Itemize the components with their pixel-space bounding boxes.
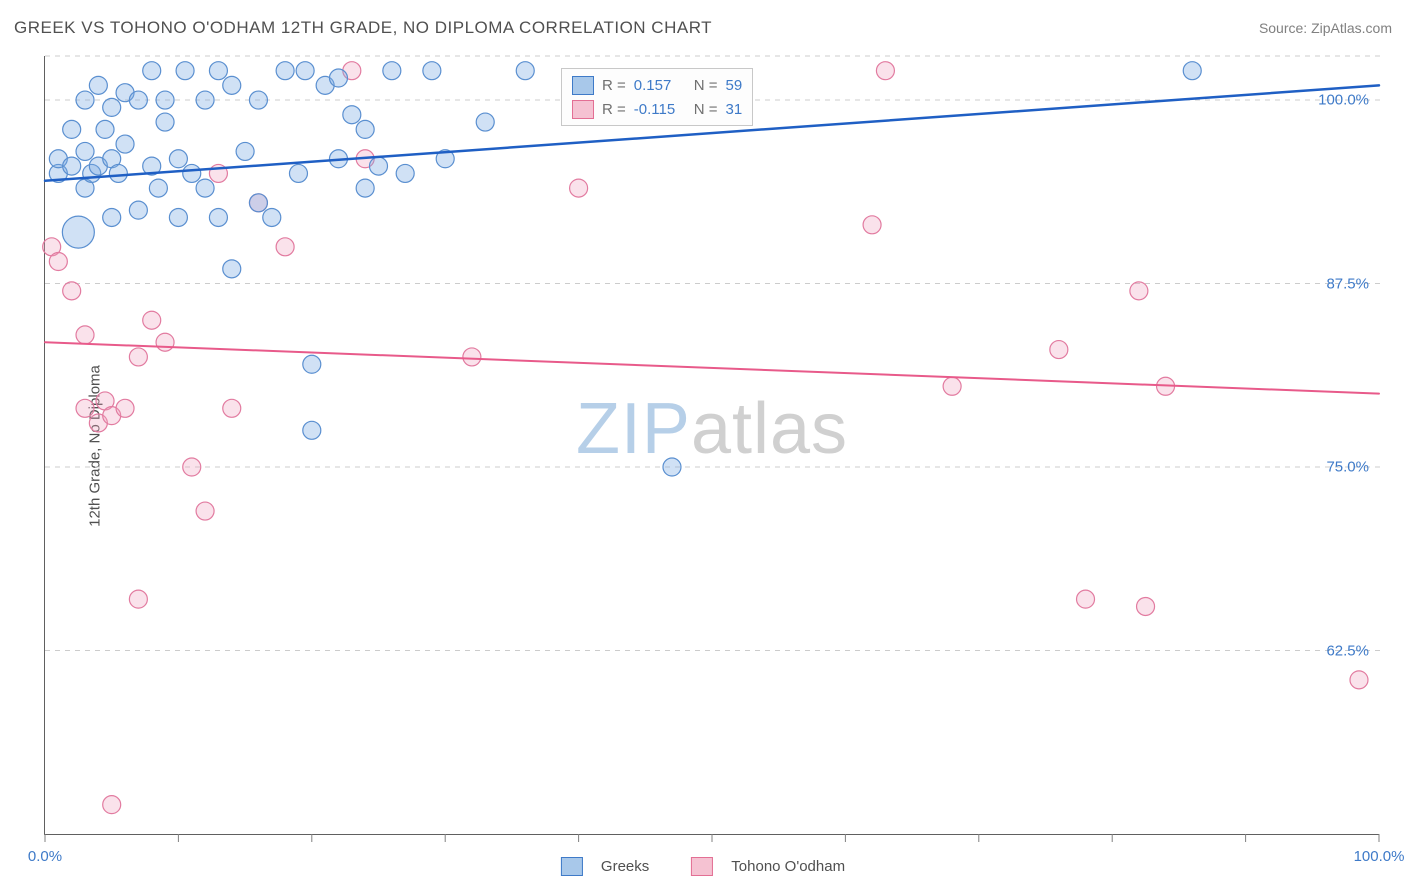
swatch-tohono-icon [691, 857, 713, 876]
swatch-greeks-icon [561, 857, 583, 876]
series-label-greeks: Greeks [601, 858, 649, 875]
series-legend: Greeks Tohono O'odham [561, 857, 845, 876]
n-label: N = [694, 101, 718, 118]
r-value: 0.157 [634, 77, 686, 94]
series-label-tohono: Tohono O'odham [731, 858, 845, 875]
source-label: Source: ZipAtlas.com [1259, 20, 1392, 36]
n-label: N = [694, 77, 718, 94]
y-tick-label: 62.5% [1326, 642, 1369, 659]
y-tick-label: 87.5% [1326, 275, 1369, 292]
plot-svg [45, 56, 1379, 834]
chart-title: GREEK VS TOHONO O'ODHAM 12TH GRADE, NO D… [14, 18, 712, 38]
y-tick-label: 75.0% [1326, 459, 1369, 476]
r-label: R = [602, 101, 626, 118]
correlation-legend: R = 0.157 N = 59 R = -0.115 N = 31 [561, 68, 753, 126]
plot-area: ZIPatlas 62.5%75.0%87.5%100.0% 0.0%100.0… [44, 56, 1379, 835]
x-tick-label: 0.0% [28, 848, 62, 865]
legend-row-greeks: R = 0.157 N = 59 [572, 73, 742, 97]
swatch-greeks [572, 76, 594, 95]
r-value: -0.115 [634, 101, 686, 118]
x-tick-label: 100.0% [1354, 848, 1405, 865]
n-value: 59 [726, 77, 743, 94]
n-value: 31 [726, 101, 743, 118]
r-label: R = [602, 77, 626, 94]
y-tick-label: 100.0% [1318, 92, 1369, 109]
legend-row-tohono: R = -0.115 N = 31 [572, 97, 742, 121]
swatch-tohono [572, 100, 594, 119]
